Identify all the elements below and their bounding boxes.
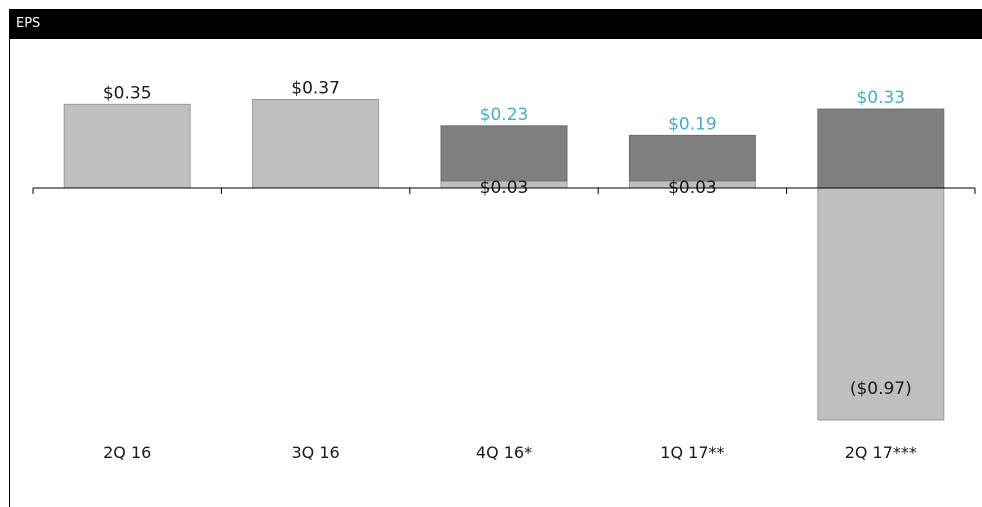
data-label-stack-5: $0.33 <box>856 88 905 108</box>
bar-stack-3 <box>440 125 568 182</box>
data-label-base-2: $0.37 <box>291 79 340 99</box>
data-label-base-5: ($0.97) <box>850 379 912 399</box>
x-tick-label-3: 4Q 16* <box>476 443 532 462</box>
bar-stack-5 <box>817 108 945 189</box>
frame-left-border <box>9 39 10 507</box>
chart-title: EPS <box>16 16 41 31</box>
bar-stack-4 <box>628 134 756 182</box>
x-tick-label-2: 3Q 16 <box>291 443 339 462</box>
data-label-stack-3: $0.23 <box>480 105 529 125</box>
bar-base-2 <box>252 99 380 189</box>
x-tick-label-5: 2Q 17*** <box>845 443 917 462</box>
x-tick-label-1: 2Q 16 <box>103 443 151 462</box>
bar-base-5 <box>817 187 945 421</box>
x-tick-label-4: 1Q 17** <box>660 443 724 462</box>
chart-header: EPS <box>9 9 982 39</box>
bar-base-1 <box>63 103 191 189</box>
data-label-base-1: $0.35 <box>103 83 152 103</box>
data-label-stack-4: $0.19 <box>668 114 717 134</box>
